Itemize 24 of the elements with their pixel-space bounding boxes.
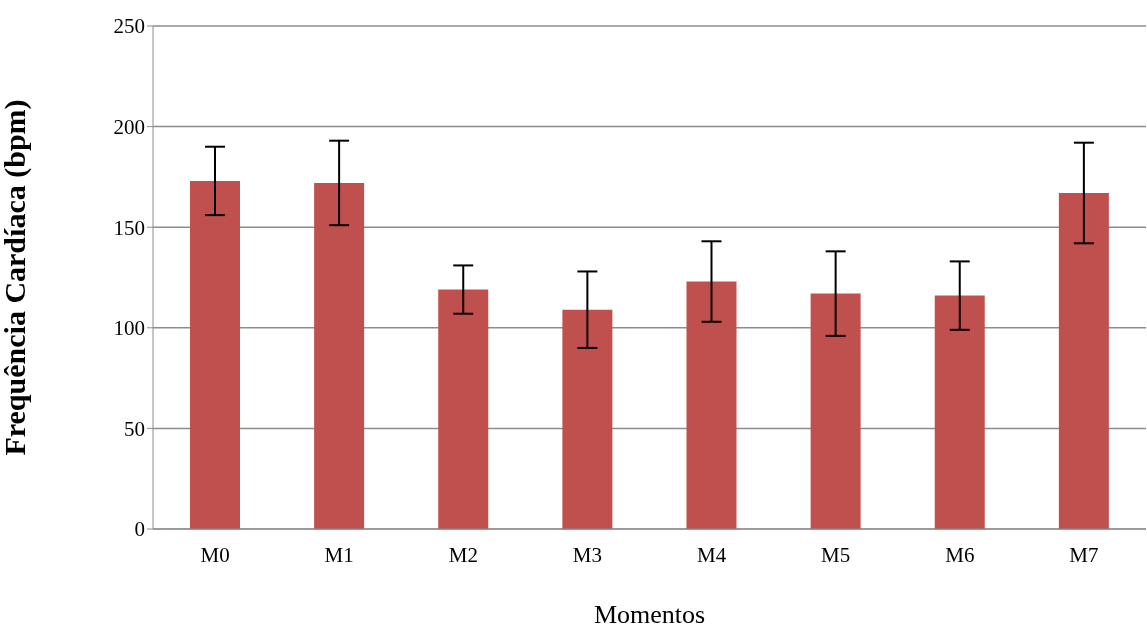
bar	[934, 295, 985, 529]
y-tick-label: 150	[113, 215, 145, 240]
x-tick-label: M4	[696, 542, 727, 567]
bar	[562, 309, 613, 529]
y-axis-title: Frequência Cardíaca (bpm)	[0, 99, 32, 456]
x-tick-label: M3	[572, 542, 603, 567]
x-tick-label: M0	[200, 542, 230, 567]
y-tick-label: 200	[113, 115, 145, 140]
x-tick-label: M5	[821, 542, 851, 567]
bar	[438, 289, 489, 529]
x-tick-label: M6	[945, 542, 975, 567]
bar	[314, 182, 365, 529]
y-tick-label: 50	[124, 416, 145, 441]
y-tick-label: 250	[113, 14, 145, 39]
y-tick-label: 100	[113, 316, 145, 341]
x-tick-label: M7	[1069, 542, 1099, 567]
bar	[810, 293, 861, 529]
bar	[686, 281, 737, 529]
x-axis-title: Momentos	[593, 600, 706, 625]
bar	[190, 180, 240, 529]
x-tick-label: M2	[448, 542, 478, 567]
bar	[1058, 193, 1109, 529]
x-tick-label: M1	[324, 542, 354, 567]
y-tick-label: 0	[134, 517, 145, 542]
